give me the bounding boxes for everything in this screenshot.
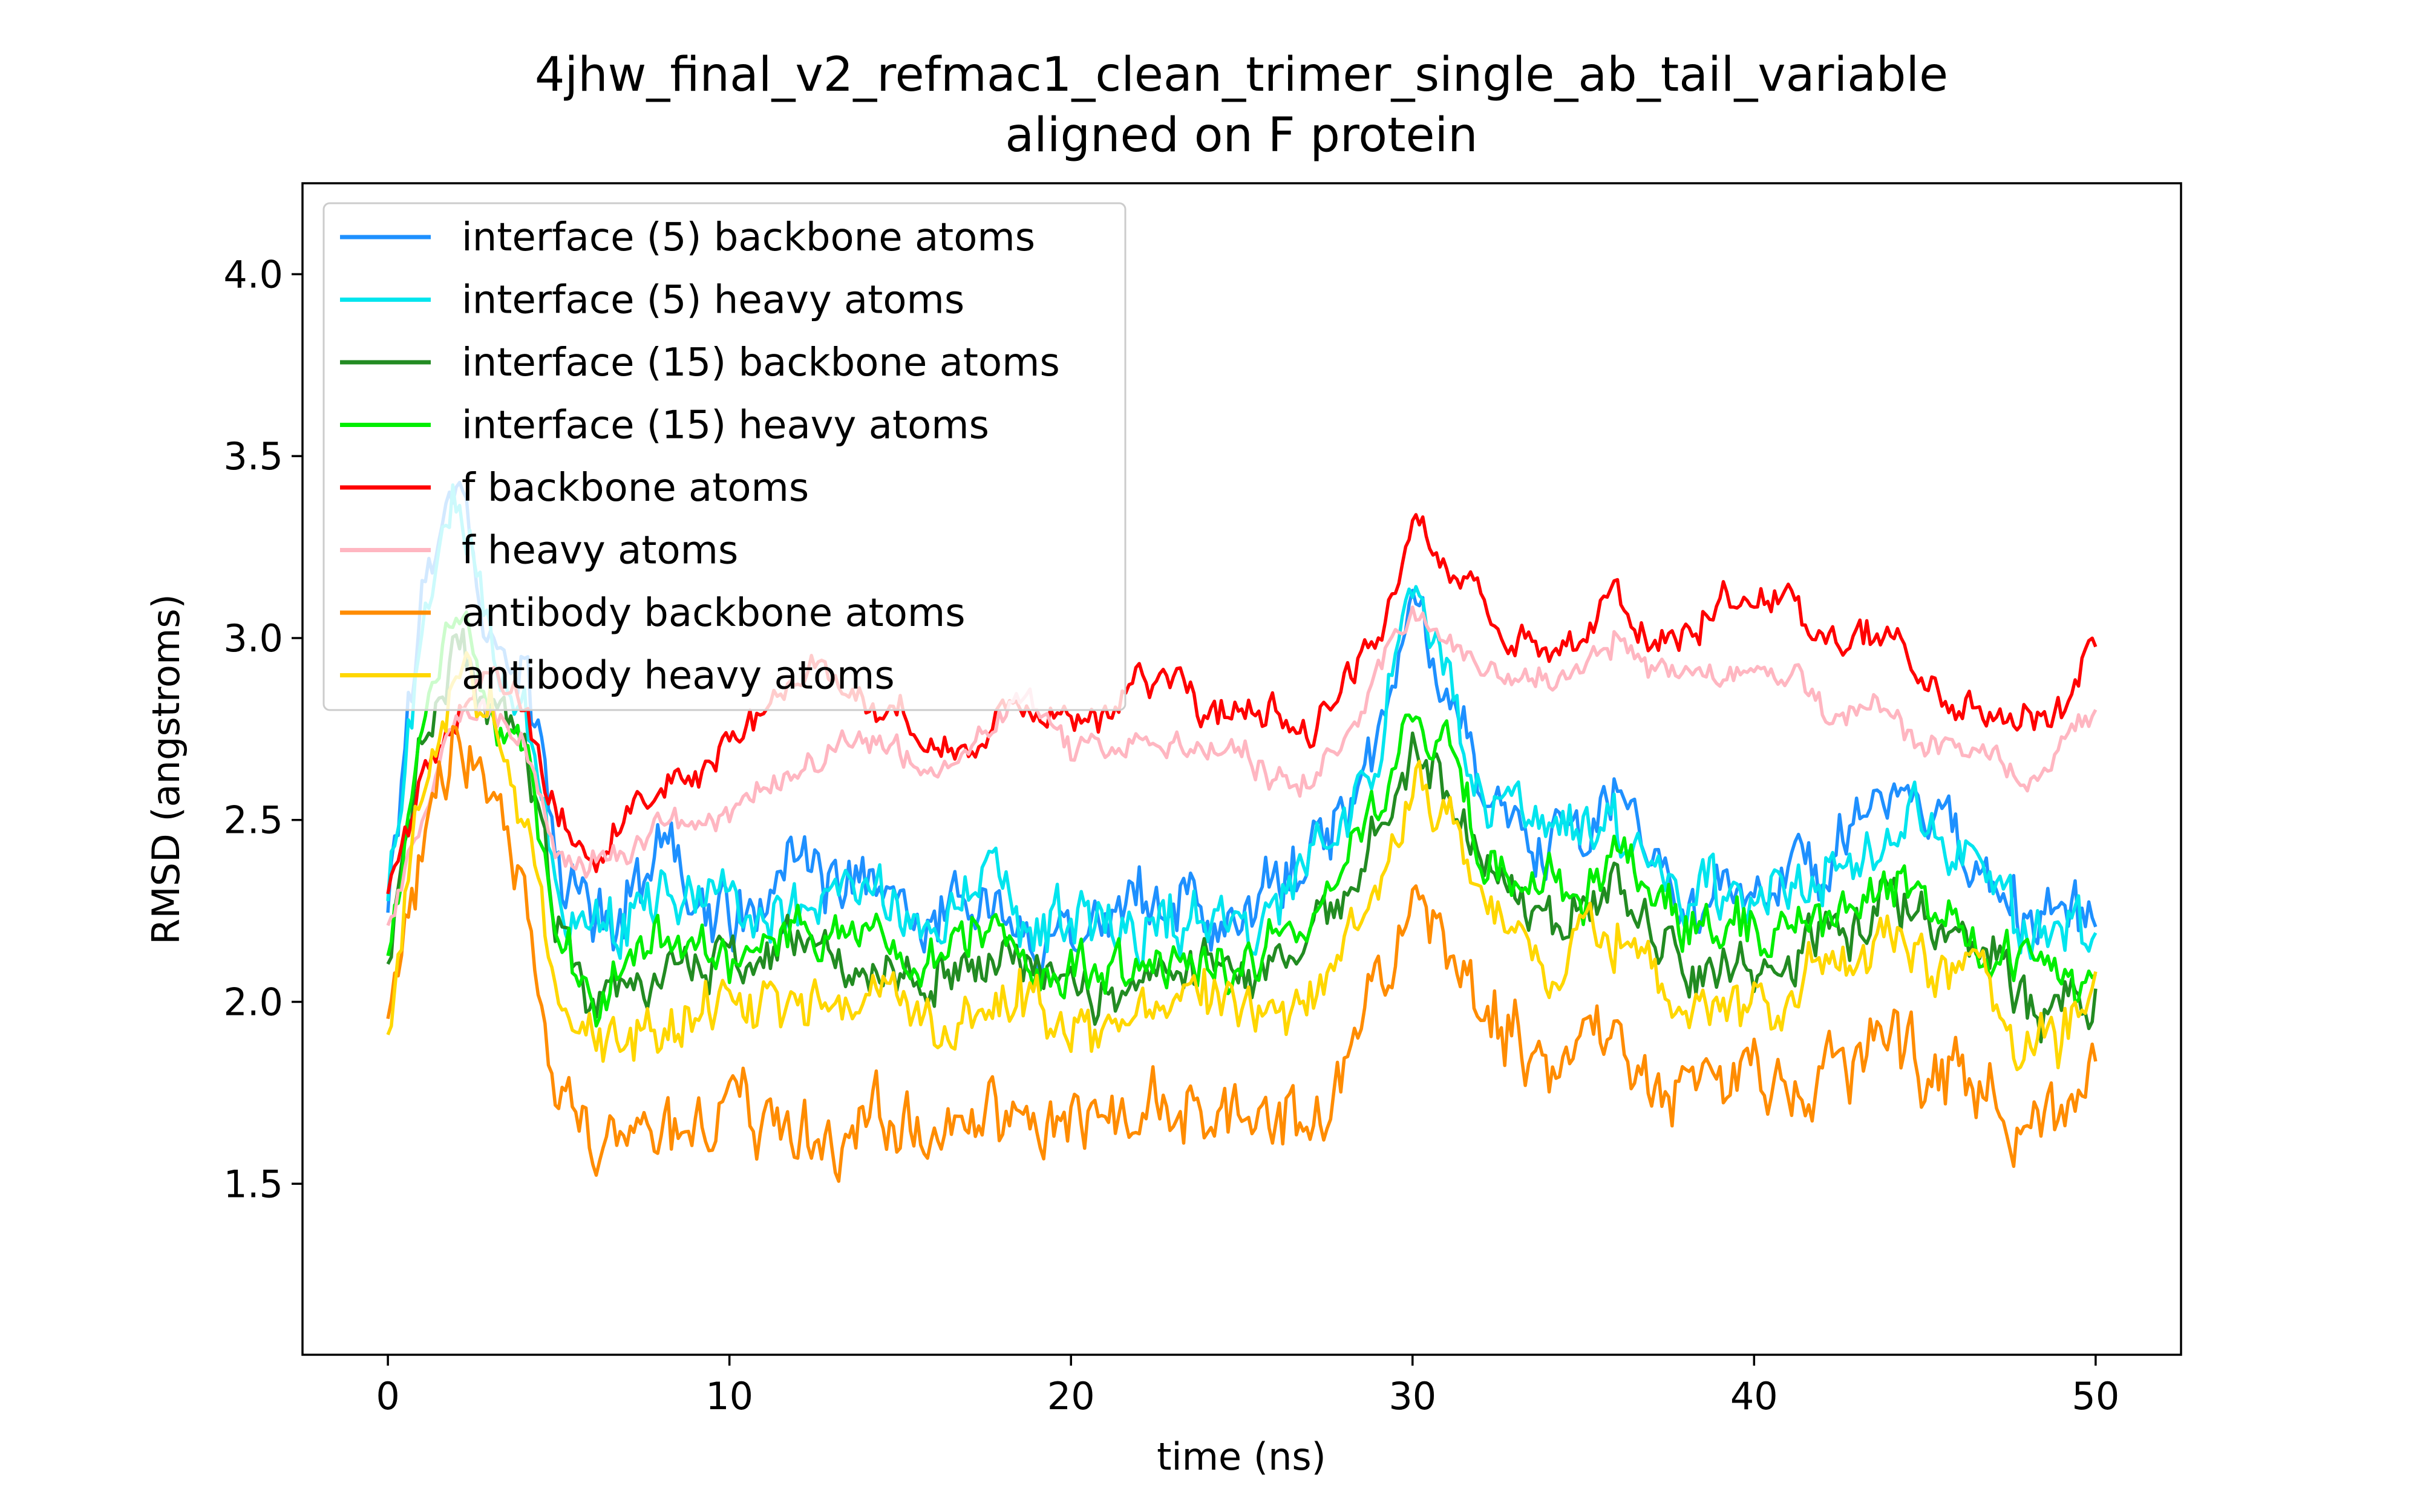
series-line-4 [386,513,2098,894]
y-axis-label: RMSD (angstroms) [144,594,188,945]
chart-title: 4jhw_final_v2_refmac1_clean_trimer_singl… [535,48,1948,102]
y-tick-label: 3.0 [223,616,283,660]
legend-label: interface (5) heavy atoms [462,278,964,323]
legend-label: antibody backbone atoms [462,591,966,636]
x-axis-ticks: 0 10 20 30 40 50 [376,1355,2119,1418]
legend: interface (5) backbone atoms interface (5… [322,202,1127,711]
y-axis-ticks: 1.5 2.0 2.5 3.0 3.5 4.0 [223,252,302,1206]
legend-label: interface (15) backbone atoms [462,341,1060,385]
y-tick-label: 4.0 [223,252,283,296]
x-tick-label: 20 [1047,1374,1095,1418]
legend-label: interface (5) backbone atoms [462,215,1035,260]
plot-area-frame [301,182,2182,1356]
series-line-3 [386,610,2097,1028]
x-tick-label: 0 [376,1374,399,1418]
x-tick-label: 10 [705,1374,753,1418]
y-tick-label: 2.0 [223,980,283,1024]
legend-entries: interface (5) backbone atoms interface (5… [340,215,1060,699]
series-layer [386,480,2098,1183]
x-axis-label: time (ns) [1157,1435,1326,1479]
series-line-0 [386,480,2098,984]
legend-label: f backbone atoms [462,466,809,510]
series-line-5 [386,605,2098,927]
legend-label: interface (15) heavy atoms [462,403,989,448]
legend-box [322,202,1127,711]
legend-label: antibody heavy atoms [462,654,895,699]
series-line-6 [386,725,2098,1183]
y-tick-label: 2.5 [223,798,283,842]
y-tick-label: 1.5 [223,1162,283,1206]
y-tick-label: 3.5 [223,434,283,478]
chart-subtitle: aligned on F protein [1005,108,1477,163]
x-tick-label: 50 [2072,1374,2119,1418]
legend-label: f heavy atoms [462,529,738,573]
x-tick-label: 30 [1388,1374,1436,1418]
series-line-1 [386,483,2098,967]
series-line-7 [386,651,2098,1072]
series-line-2 [386,627,2098,1044]
x-tick-label: 40 [1730,1374,1778,1418]
